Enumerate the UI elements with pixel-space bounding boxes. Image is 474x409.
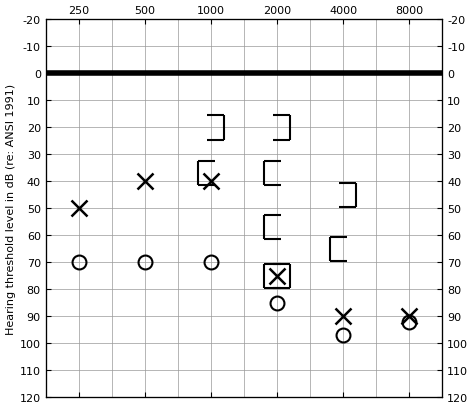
Y-axis label: Hearing threshold level in dB (re: ANSI 1991): Hearing threshold level in dB (re: ANSI … — [6, 84, 16, 334]
